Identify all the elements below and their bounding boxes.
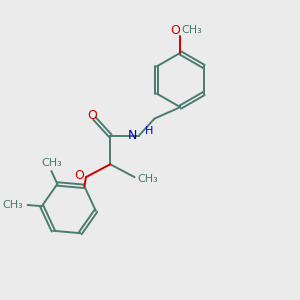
Text: H: H <box>145 126 154 136</box>
Text: N: N <box>128 129 137 142</box>
Text: O: O <box>87 109 97 122</box>
Text: CH₃: CH₃ <box>137 174 158 184</box>
Text: O: O <box>74 169 84 182</box>
Text: CH₃: CH₃ <box>41 158 62 168</box>
Text: CH₃: CH₃ <box>182 25 202 35</box>
Text: O: O <box>170 23 180 37</box>
Text: CH₃: CH₃ <box>2 200 23 210</box>
